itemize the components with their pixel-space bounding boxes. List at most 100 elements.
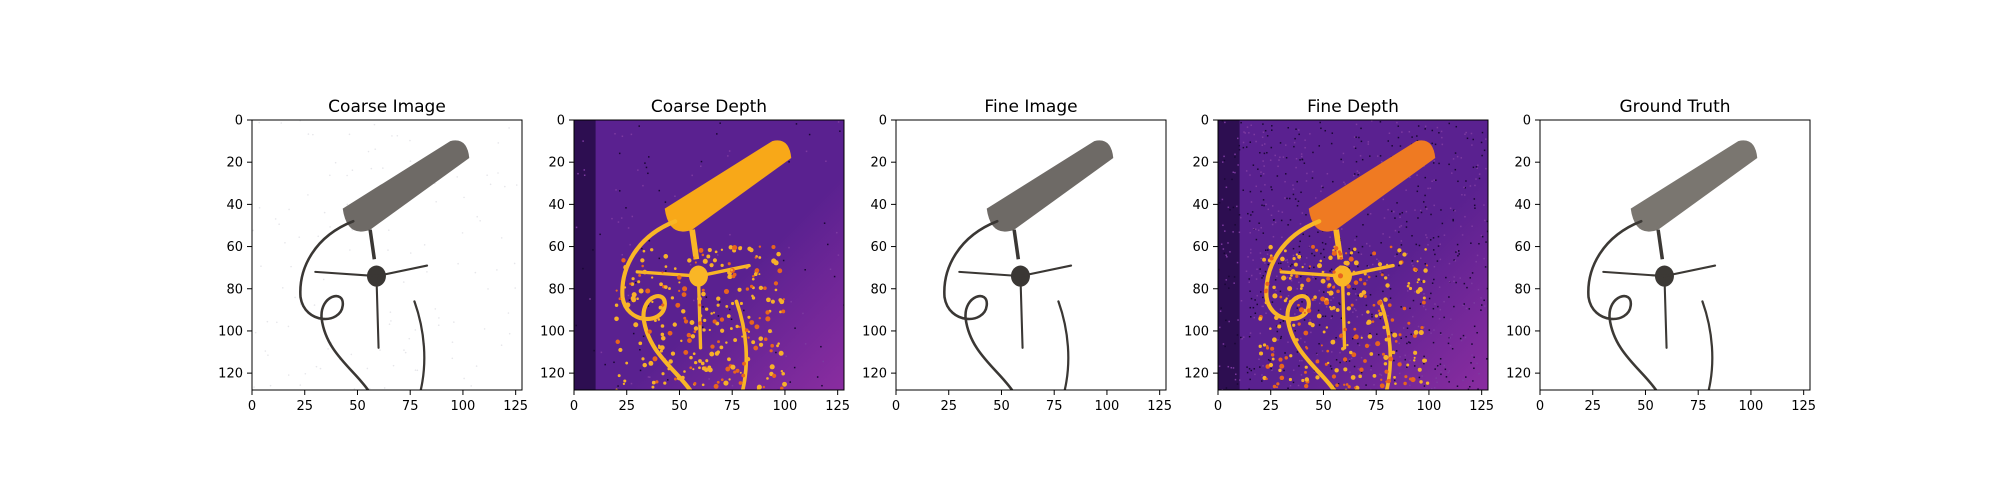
depth-speckle (680, 375, 685, 380)
depth-noise (1296, 351, 1299, 353)
depth-speckle (1350, 303, 1354, 307)
depth-noise (1372, 263, 1374, 266)
depth-speckle (1262, 343, 1267, 347)
depth-speckle (1292, 323, 1296, 327)
depth-speckle (638, 341, 643, 346)
depth-noise (1352, 288, 1354, 290)
depth-noise (1404, 358, 1407, 361)
depth-noise (691, 174, 693, 177)
depth-speckle (677, 303, 681, 306)
depth-speckle (623, 264, 629, 270)
speckle (437, 324, 440, 327)
depth-noise (1358, 172, 1360, 174)
depth-noise (1319, 121, 1321, 124)
depth-speckle (670, 351, 676, 356)
depth-noise (1360, 371, 1363, 374)
depth-speckle (629, 282, 632, 285)
depth-noise (1424, 308, 1427, 311)
depth-speckle (683, 349, 689, 355)
depth-noise (1448, 381, 1450, 383)
depth-noise (658, 257, 661, 260)
depth-noise (1225, 319, 1227, 322)
y-tick-label: 100 (540, 324, 565, 339)
x-tick-label: 50 (1637, 399, 1654, 414)
depth-noise (1262, 123, 1264, 125)
depth-noise (1486, 287, 1488, 290)
speckle (513, 262, 516, 265)
depth-speckle (668, 287, 671, 290)
depth-speckle (645, 288, 651, 294)
depth-speckle (769, 349, 773, 353)
depth-noise (1480, 234, 1483, 237)
depth-noise (1282, 156, 1285, 158)
depth-noise (1473, 367, 1475, 370)
x-tick-label: 25 (1584, 399, 1601, 414)
depth-speckle (1301, 265, 1304, 269)
depth-noise (1320, 127, 1322, 130)
depth-noise (1238, 148, 1241, 151)
depth-noise (1367, 265, 1370, 268)
depth-speckle (728, 378, 731, 381)
depth-noise (700, 165, 702, 167)
depth-noise (1293, 145, 1295, 148)
depth-noise (1237, 164, 1239, 166)
depth-speckle (1380, 273, 1384, 277)
depth-noise (1404, 354, 1406, 357)
depth-noise (1435, 377, 1437, 379)
depth-noise (1353, 308, 1356, 310)
depth-noise (1303, 319, 1306, 321)
speckle (408, 337, 411, 340)
depth-speckle (1358, 277, 1363, 282)
depth-speckle (651, 300, 654, 304)
depth-speckle (710, 344, 715, 349)
depth-noise (628, 299, 631, 301)
depth-speckle (1326, 361, 1330, 365)
speckle (500, 344, 503, 347)
speckle (274, 218, 277, 220)
depth-noise (1280, 267, 1282, 270)
speckle (504, 185, 506, 188)
depth-speckle (614, 303, 619, 307)
depth-speckle (782, 381, 787, 387)
x-tick-label: 125 (1791, 399, 1816, 414)
depth-speckle (725, 304, 729, 308)
depth-noise (1298, 133, 1300, 136)
depth-speckle (1375, 341, 1381, 347)
panel-image (252, 120, 522, 390)
depth-noise (1288, 197, 1291, 200)
depth-noise (1433, 204, 1435, 207)
speckle (390, 320, 392, 322)
depth-speckle (747, 330, 751, 333)
x-tick-label: 50 (349, 399, 366, 414)
depth-noise (1348, 360, 1351, 362)
depth-noise (1440, 209, 1442, 211)
depth-noise (1426, 208, 1428, 210)
depth-noise (647, 305, 650, 307)
depth-noise (1238, 231, 1241, 234)
depth-noise (1300, 337, 1302, 340)
speckle (312, 133, 314, 136)
depth-noise (1416, 174, 1418, 176)
depth-noise (1288, 265, 1290, 268)
depth-speckle (758, 273, 761, 276)
depth-noise (1238, 144, 1241, 147)
depth-noise (1331, 315, 1333, 317)
depth-speckle (1293, 262, 1298, 267)
depth-noise (1284, 197, 1286, 199)
depth-noise (620, 217, 623, 219)
depth-noise (647, 376, 650, 378)
depth-noise (1233, 282, 1235, 284)
depth-speckle (720, 378, 724, 382)
depth-noise (1308, 235, 1311, 237)
x-tick-label: 0 (570, 399, 578, 414)
depth-noise (1437, 305, 1439, 308)
depth-noise (1355, 160, 1358, 163)
depth-noise (816, 376, 819, 378)
depth-noise (658, 189, 661, 192)
speckle (514, 287, 517, 289)
speckle (329, 226, 331, 228)
axes-frame (895, 119, 1167, 391)
depth-noise (674, 195, 676, 197)
depth-dark-band (574, 120, 596, 390)
depth-speckle (687, 258, 692, 263)
